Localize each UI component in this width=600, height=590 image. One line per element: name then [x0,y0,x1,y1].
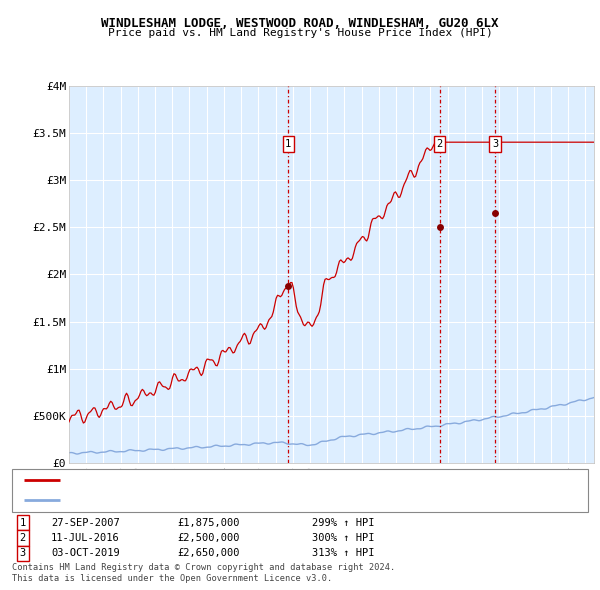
Text: Price paid vs. HM Land Registry's House Price Index (HPI): Price paid vs. HM Land Registry's House … [107,28,493,38]
Text: Contains HM Land Registry data © Crown copyright and database right 2024.: Contains HM Land Registry data © Crown c… [12,563,395,572]
Text: 11-JUL-2016: 11-JUL-2016 [51,533,120,543]
Text: 313% ↑ HPI: 313% ↑ HPI [312,549,374,558]
Text: WINDLESHAM LODGE, WESTWOOD ROAD, WINDLESHAM, GU20 6LX (detached house): WINDLESHAM LODGE, WESTWOOD ROAD, WINDLES… [66,475,469,484]
Text: 03-OCT-2019: 03-OCT-2019 [51,549,120,558]
Text: 27-SEP-2007: 27-SEP-2007 [51,518,120,527]
Text: 299% ↑ HPI: 299% ↑ HPI [312,518,374,527]
Text: £2,650,000: £2,650,000 [177,549,239,558]
Text: HPI: Average price, detached house, Surrey Heath: HPI: Average price, detached house, Surr… [66,495,342,504]
Text: 3: 3 [492,139,498,149]
Text: 3: 3 [20,549,26,558]
Text: This data is licensed under the Open Government Licence v3.0.: This data is licensed under the Open Gov… [12,574,332,583]
Text: WINDLESHAM LODGE, WESTWOOD ROAD, WINDLESHAM, GU20 6LX: WINDLESHAM LODGE, WESTWOOD ROAD, WINDLES… [101,17,499,30]
Text: 1: 1 [20,518,26,527]
Text: £1,875,000: £1,875,000 [177,518,239,527]
Text: 2: 2 [20,533,26,543]
Text: 1: 1 [285,139,292,149]
Text: 2: 2 [436,139,443,149]
Text: 300% ↑ HPI: 300% ↑ HPI [312,533,374,543]
Text: £2,500,000: £2,500,000 [177,533,239,543]
